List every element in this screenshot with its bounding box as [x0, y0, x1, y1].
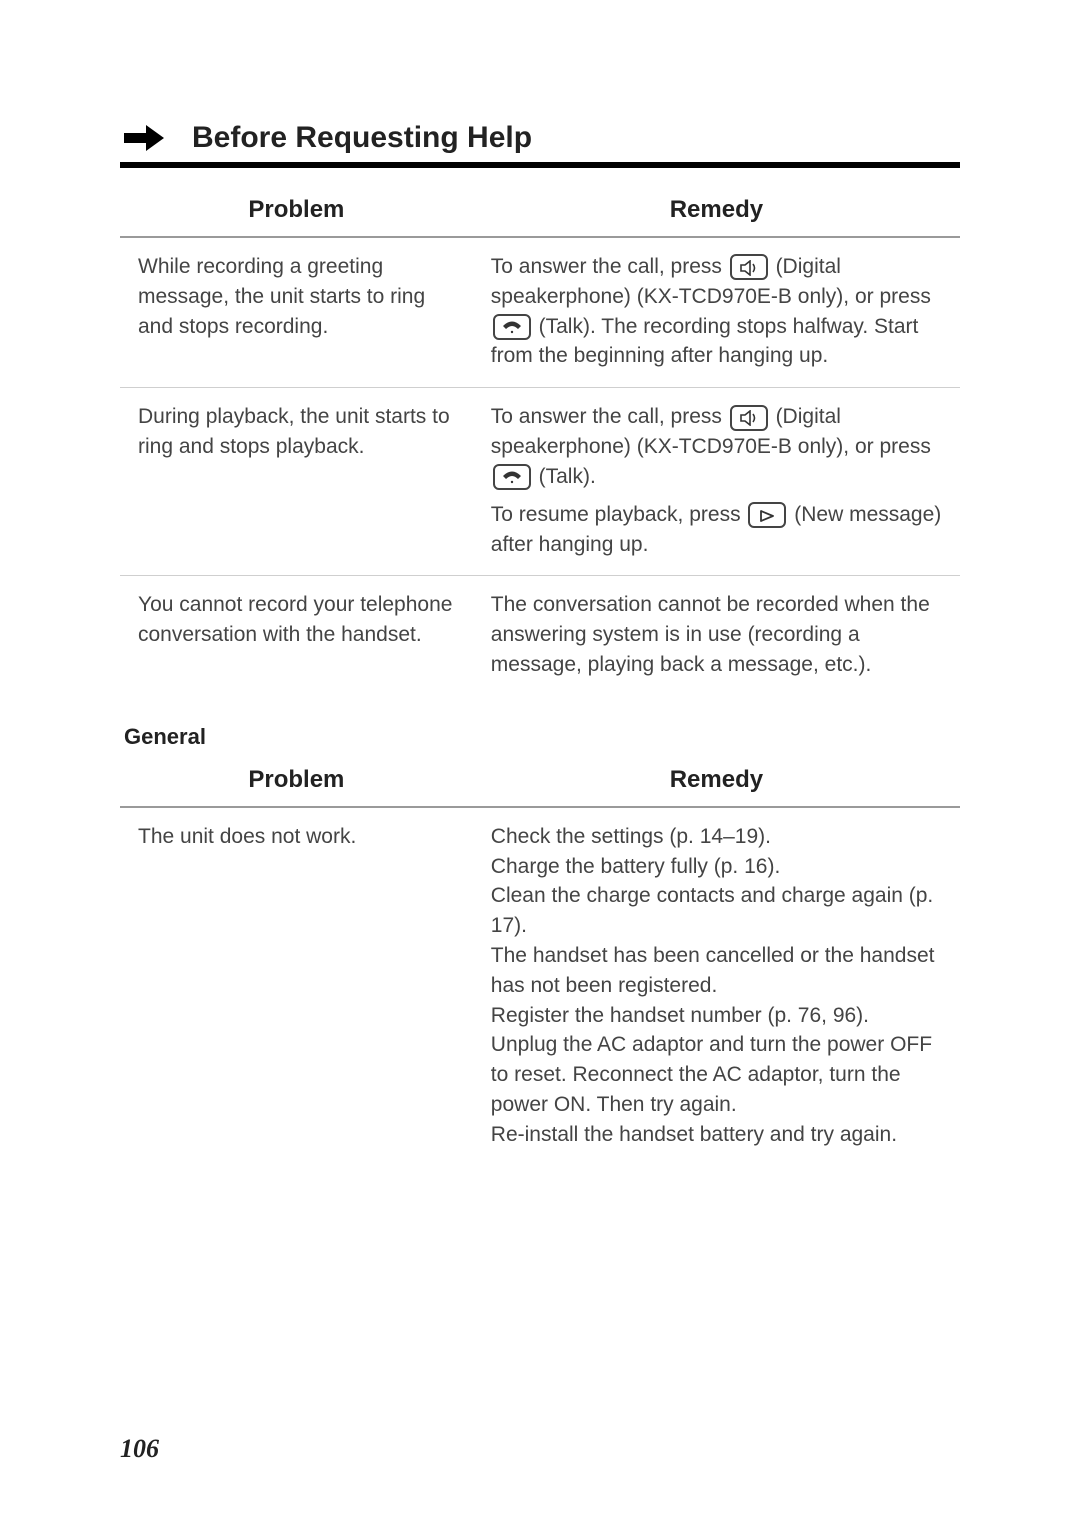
remedy-text: (Talk).: [533, 465, 596, 488]
remedy-text: To resume playback, press: [491, 503, 747, 526]
page: Before Requesting Help Problem Remedy Wh…: [0, 0, 1080, 1166]
talk-phone-icon: [493, 464, 531, 490]
problem-cell: The unit does not work.: [120, 807, 473, 1166]
general-heading: General: [124, 724, 960, 750]
remedy-cell: Check the settings (p. 14–19). Charge th…: [473, 807, 960, 1166]
page-number: 106: [120, 1434, 159, 1464]
remedy-text: To answer the call, press: [491, 255, 728, 278]
col-header-remedy: Remedy: [473, 756, 960, 807]
table-row: The unit does not work. Check the settin…: [120, 807, 960, 1166]
table-header-row: Problem Remedy: [120, 756, 960, 807]
remedy-cell: To answer the call, press (Digital speak…: [473, 237, 960, 388]
remedy-text: (Talk). The recording stops halfway. Sta…: [491, 315, 919, 368]
problem-cell: During playback, the unit starts to ring…: [120, 388, 473, 576]
general-table: Problem Remedy The unit does not work. C…: [120, 756, 960, 1166]
problem-cell: While recording a greeting message, the …: [120, 237, 473, 388]
table-header-row: Problem Remedy: [120, 186, 960, 237]
answering-system-table: Problem Remedy While recording a greetin…: [120, 186, 960, 696]
section-title: Before Requesting Help: [192, 121, 532, 155]
remedy-cell: To answer the call, press (Digital speak…: [473, 388, 960, 576]
col-header-problem: Problem: [120, 756, 473, 807]
problem-cell: You cannot record your telephone convers…: [120, 576, 473, 696]
speaker-icon: [730, 405, 768, 431]
remedy-cell: The conversation cannot be recorded when…: [473, 576, 960, 696]
table-row: During playback, the unit starts to ring…: [120, 388, 960, 576]
play-icon: [748, 502, 786, 528]
talk-phone-icon: [493, 314, 531, 340]
col-header-problem: Problem: [120, 186, 473, 237]
section-rule: [120, 162, 960, 168]
table-row: While recording a greeting message, the …: [120, 237, 960, 388]
col-header-remedy: Remedy: [473, 186, 960, 237]
table-row: You cannot record your telephone convers…: [120, 576, 960, 696]
section-header: Before Requesting Help: [120, 120, 960, 156]
remedy-text: To answer the call, press: [491, 405, 728, 428]
speaker-icon: [730, 254, 768, 280]
arrow-right-icon: [120, 120, 168, 156]
